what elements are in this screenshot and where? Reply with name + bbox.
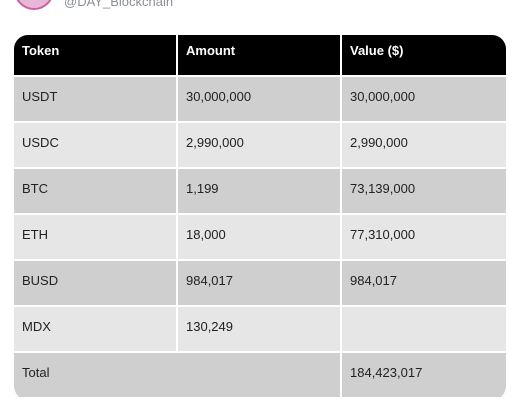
token-table: Token Amount Value ($) USDT 30,000,000 30,… (14, 35, 506, 400)
table-row-5-cell-value: 984,017 (342, 261, 506, 307)
table-row-6-cell-token: MDX (14, 307, 178, 353)
table-row-6-cell-amount: 130,249 (178, 307, 342, 353)
total-label: Total (14, 353, 342, 399)
table-grid: Token Amount Value ($) USDT 30,000,000 30,… (14, 35, 506, 399)
table-row-4-cell-amount: 18,000 (178, 215, 342, 261)
table-row-1-cell-amount: 30,000,000 (178, 77, 342, 123)
total-value: 184,423,017 (342, 353, 506, 399)
table-row-2-cell-value: 2,990,000 (342, 123, 506, 169)
table-row-6-cell-value (342, 307, 506, 353)
table-row-4-cell-value: 77,310,000 (342, 215, 506, 261)
column-header-value: Value ($) (342, 35, 506, 77)
table-row-1-cell-value: 30,000,000 (342, 77, 506, 123)
tweet-header: @DAY_Blockchain (0, 0, 520, 14)
table-row-5-cell-amount: 984,017 (178, 261, 342, 307)
column-header-token: Token (14, 35, 178, 77)
column-header-amount: Amount (178, 35, 342, 77)
table-row-2-cell-token: USDC (14, 123, 178, 169)
avatar[interactable] (14, 0, 54, 10)
user-handle[interactable]: @DAY_Blockchain (64, 0, 174, 9)
table-row-5-cell-token: BUSD (14, 261, 178, 307)
table-row-3-cell-value: 73,139,000 (342, 169, 506, 215)
table-row-1-cell-token: USDT (14, 77, 178, 123)
table-row-4-cell-token: ETH (14, 215, 178, 261)
table-row-2-cell-amount: 2,990,000 (178, 123, 342, 169)
table-row-3-cell-token: BTC (14, 169, 178, 215)
table-row-3-cell-amount: 1,199 (178, 169, 342, 215)
